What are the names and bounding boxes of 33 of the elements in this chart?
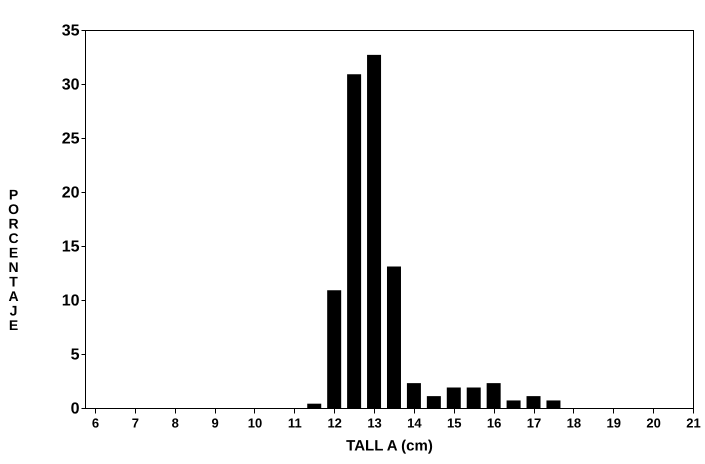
bar [506,400,521,408]
y-tick-label: 0 [70,400,80,418]
y-tick-label: 15 [62,238,80,256]
x-tick-label: 7 [132,416,139,430]
x-axis-title: TALL A (cm) [346,438,433,454]
bar [466,387,481,408]
x-tick-label: 13 [367,416,382,430]
x-tick-label: 18 [566,416,582,430]
bar [386,266,401,408]
x-tick-label: 8 [172,416,179,430]
y-tick-label: 5 [70,346,80,364]
x-tick-label: 9 [211,416,219,430]
x-tick-label: 11 [288,416,302,430]
x-tick-label: 10 [248,416,262,430]
bar [307,404,322,408]
x-tick-label: 20 [646,416,661,430]
y-tick-label: 25 [62,130,80,148]
bar [546,400,560,408]
y-tick-label: 35 [62,22,80,40]
text: PORCENTAJE [8,186,19,333]
x-tick-label: 6 [92,416,100,430]
x-tick-label: 19 [606,416,621,430]
bar [347,74,362,408]
x-tick-label: 21 [686,416,701,430]
x-tick-label: 16 [486,416,502,430]
y-tick-label: 20 [62,184,80,202]
x-tick-label: 14 [407,416,422,430]
bar [426,396,441,408]
y-tick-label: 30 [62,76,80,94]
x-tick-label: 17 [526,416,542,430]
x-tick-label: 15 [447,416,462,430]
y-tick-label: 10 [62,292,80,310]
x-tick-label: 12 [327,416,342,430]
